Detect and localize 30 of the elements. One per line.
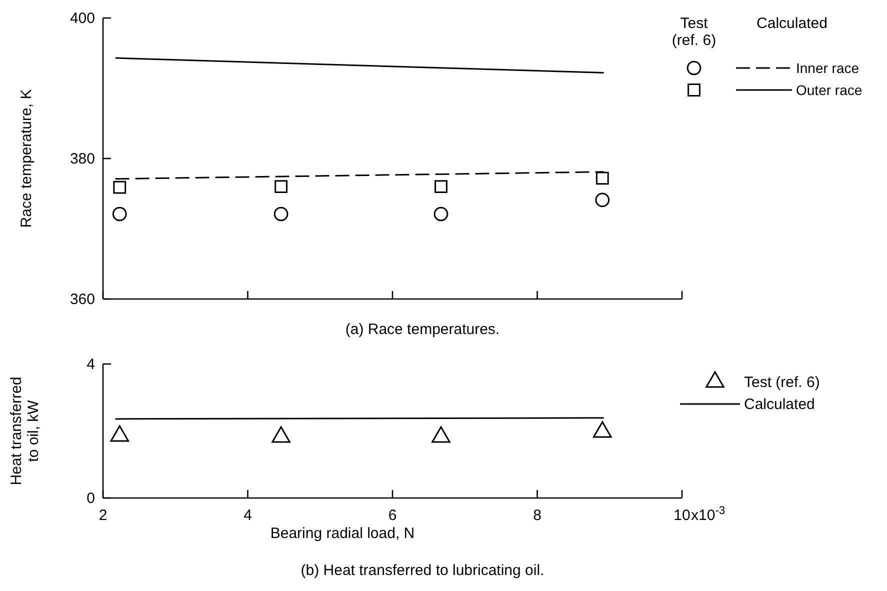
annotation: Test (ref. 6): [672, 15, 716, 49]
x-tick-label: 8: [533, 507, 542, 524]
legend-label: Test (ref. 6): [744, 374, 820, 391]
point: [274, 206, 288, 222]
y-tick-label: 0: [86, 490, 95, 507]
point: [113, 180, 126, 194]
point: [596, 172, 609, 185]
legend-label: Outer race: [796, 82, 862, 98]
y-axis-title: Heat transferred to oil, kW: [8, 376, 42, 486]
y-tick-label: 380: [70, 150, 95, 168]
x-tick-label: 10: [674, 507, 690, 524]
text: (b) Heat transferred to lubricating oil.: [300, 562, 544, 579]
x-tick-label: 4: [244, 507, 252, 524]
y-tick-label: 400: [70, 10, 95, 27]
y-tick-label: 360: [70, 291, 95, 308]
point: [434, 206, 448, 222]
y-axis-title: Race temperature, K: [18, 89, 35, 228]
x-tick-label: 2: [98, 507, 108, 524]
x-axis-title: Bearing radial load, N: [270, 525, 415, 542]
point: [434, 180, 448, 194]
point: [112, 206, 127, 222]
text: Calculated: [756, 15, 828, 32]
x-tick-label: 6: [388, 507, 397, 524]
legend-label: Inner race: [796, 60, 860, 76]
text: x10$^{-3}$: [691, 505, 726, 524]
legend-label: Calculated: [744, 396, 815, 413]
point: [274, 180, 288, 194]
point: [595, 192, 610, 208]
y-tick-label: 4: [86, 356, 95, 373]
text: (a) Race temperatures.: [345, 321, 500, 338]
